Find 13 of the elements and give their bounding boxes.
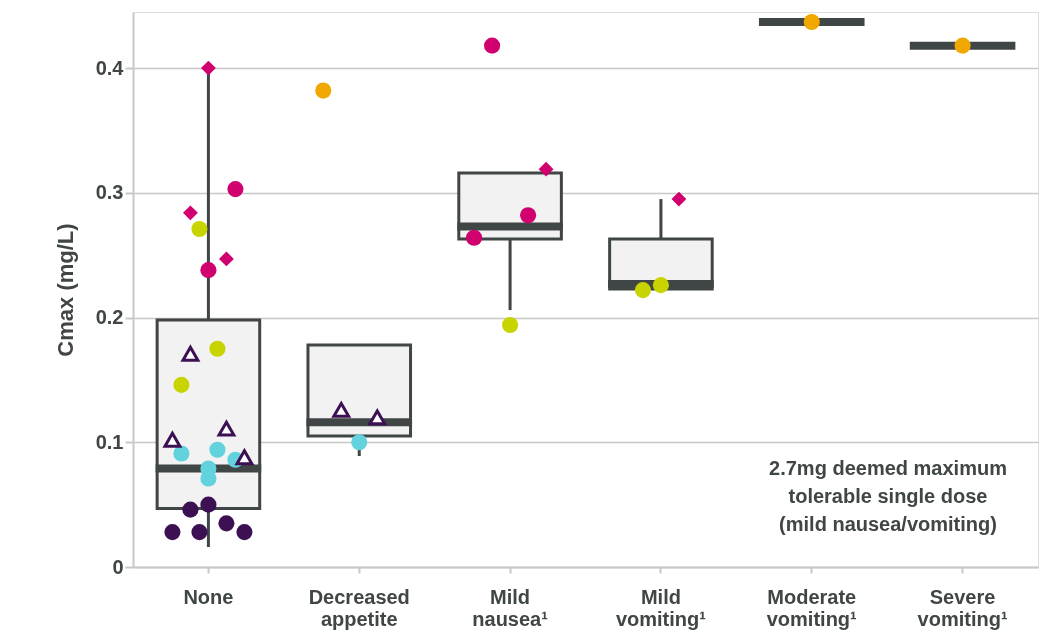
y-tick-label: 0.4 (95, 56, 125, 79)
y-tick-label: 0 (112, 555, 124, 578)
y-tick-label: 0.2 (95, 306, 124, 329)
x-tick-label: Severe vomiting¹ (917, 585, 1008, 630)
y-tick-label: 0.3 (95, 181, 124, 204)
x-tick-label: Moderate vomiting¹ (766, 585, 858, 630)
x-tick-label: Mild nausea¹ (472, 585, 549, 630)
x-tick-label: Decreased appetite (308, 585, 410, 630)
y-axis-title: Cmax (mg/L) (52, 223, 78, 357)
y-tick-label: 0.1 (95, 430, 124, 453)
x-tick-label: Mild vomiting¹ (615, 585, 707, 630)
x-tick-label: None (183, 585, 234, 608)
annotation: 2.7mg deemed maximum tolerable single dose (mild nausea/vomiting) (769, 457, 1007, 535)
